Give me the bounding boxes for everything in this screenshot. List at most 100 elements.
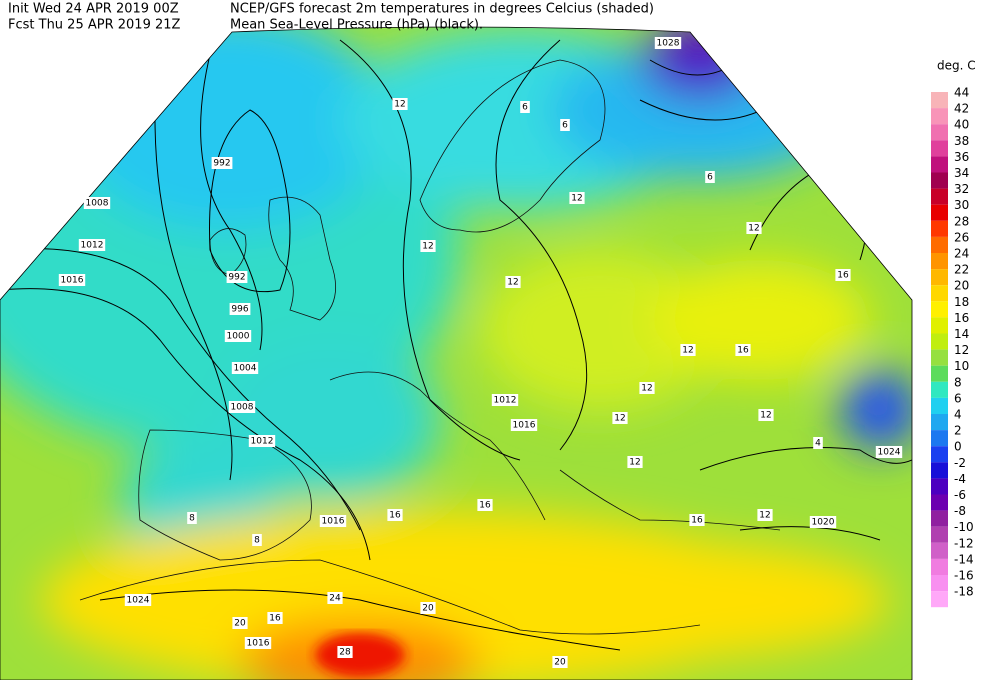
temperature-label-bg — [689, 514, 705, 526]
temperature-label-bg — [477, 499, 493, 511]
legend-label: 6 — [954, 391, 962, 405]
legend-label: 8 — [954, 375, 962, 389]
temperature-label-bg — [420, 240, 436, 252]
legend-label: 12 — [954, 343, 969, 357]
temperature-label: 20 — [234, 619, 246, 629]
temperature-label-bg — [552, 656, 568, 668]
isobar-label-bg — [491, 394, 519, 406]
isobar-label-bg — [231, 362, 259, 374]
legend-label: 28 — [954, 214, 969, 228]
isobar-label-bg — [654, 37, 682, 49]
temperature-label-bg — [813, 437, 823, 449]
legend-label: -16 — [954, 569, 974, 583]
legend-swatch — [931, 236, 948, 253]
isobar-label: 1024 — [127, 596, 150, 606]
isobar-label-bg — [248, 435, 276, 447]
temperature-label: 16 — [389, 511, 401, 521]
temperature-label: 12 — [641, 384, 652, 394]
temperature-label: 12 — [682, 346, 693, 356]
legend-swatch — [931, 269, 948, 286]
temperature-label-bg — [392, 98, 408, 110]
legend-label: 44 — [954, 86, 969, 100]
isobar-label: 992 — [228, 273, 245, 283]
temperature-label: 12 — [759, 511, 770, 521]
temperature-label-bg — [387, 509, 403, 521]
legend-swatch — [931, 446, 948, 463]
temperature-label-bg — [560, 119, 570, 131]
temperature-label-bg — [252, 534, 262, 546]
temperature-label-bg — [232, 617, 248, 629]
isobar-label-bg — [229, 303, 251, 315]
temperature-label: 4 — [815, 439, 821, 449]
legend-swatch — [931, 301, 948, 318]
temperature-label: 6 — [562, 121, 568, 131]
isobar-label-bg — [83, 197, 111, 209]
temperature-label: 12 — [629, 458, 640, 468]
isobar-label: 1012 — [494, 396, 517, 406]
temperature-label: 6 — [707, 173, 713, 183]
legend-swatch — [931, 365, 948, 382]
temperature-label: 12 — [760, 411, 771, 421]
legend-label: 36 — [954, 150, 969, 164]
legend-label: 4 — [954, 408, 962, 422]
temperature-label-bg — [705, 171, 715, 183]
legend-label: 14 — [954, 327, 969, 341]
temperature-label: 16 — [479, 501, 491, 511]
temperature-label-bg — [639, 382, 655, 394]
legend-swatch — [931, 526, 948, 543]
temperature-label: 12 — [571, 194, 582, 204]
isobar-label: 992 — [213, 159, 230, 169]
temperature-label: 16 — [737, 346, 749, 356]
legend-title: deg. C — [937, 59, 976, 73]
legend-swatch — [931, 430, 948, 447]
temperature-label-bg — [735, 344, 751, 356]
legend-label: 42 — [954, 102, 969, 116]
temperature-label-bg — [746, 222, 762, 234]
isobar-label: 1016 — [61, 276, 84, 286]
temperature-label-bg — [337, 646, 353, 658]
legend-swatch — [931, 140, 948, 157]
temperature-label: 28 — [339, 648, 351, 658]
isobar-label: 996 — [231, 305, 248, 315]
temperature-label: 12 — [614, 414, 625, 424]
isobar-label: 1016 — [322, 517, 345, 527]
legend-swatch — [931, 542, 948, 559]
legend-label: -2 — [954, 456, 966, 470]
isobar-label-bg — [226, 271, 248, 283]
temperature-label-bg — [680, 344, 696, 356]
legend-swatch — [931, 253, 948, 270]
temperature-label-bg — [627, 456, 643, 468]
legend-swatch — [931, 462, 948, 479]
legend-label: -12 — [954, 536, 974, 550]
legend-label: 22 — [954, 263, 969, 277]
isobar-label: 1016 — [247, 639, 270, 649]
isobar-label: 1008 — [86, 199, 109, 209]
legend-swatch — [931, 220, 948, 237]
legend-label: -8 — [954, 504, 966, 518]
legend-label: 18 — [954, 295, 969, 309]
legend-swatch — [931, 285, 948, 302]
temperature-label-bg — [187, 512, 197, 524]
isobar-label: 1024 — [878, 448, 901, 458]
legend-swatch — [931, 591, 948, 608]
temperature-label-bg — [569, 192, 585, 204]
isobar-label-bg — [124, 594, 152, 606]
legend-label: -10 — [954, 520, 974, 534]
temperature-label: 12 — [507, 278, 518, 288]
legend-label: 20 — [954, 279, 969, 293]
map-labels: 992 1008 1012 1016 992 996 1000 1004 1008 1012 101… — [58, 37, 903, 668]
legend-swatch — [931, 575, 948, 592]
map-title: NCEP/GFS forecast 2m temperatures in deg… — [230, 2, 654, 17]
temperature-label: 16 — [269, 614, 281, 624]
isobar-label-bg — [224, 330, 252, 342]
isobar-label-bg — [211, 157, 233, 169]
map-subtitle: Mean Sea-Level Pressure (hPa) (black). — [230, 18, 483, 33]
temperature-label: 20 — [554, 658, 566, 668]
isobar-label-bg — [875, 446, 903, 458]
legend-swatch — [931, 92, 948, 109]
isobar-label: 1028 — [657, 39, 680, 49]
isobar-label-bg — [319, 515, 347, 527]
